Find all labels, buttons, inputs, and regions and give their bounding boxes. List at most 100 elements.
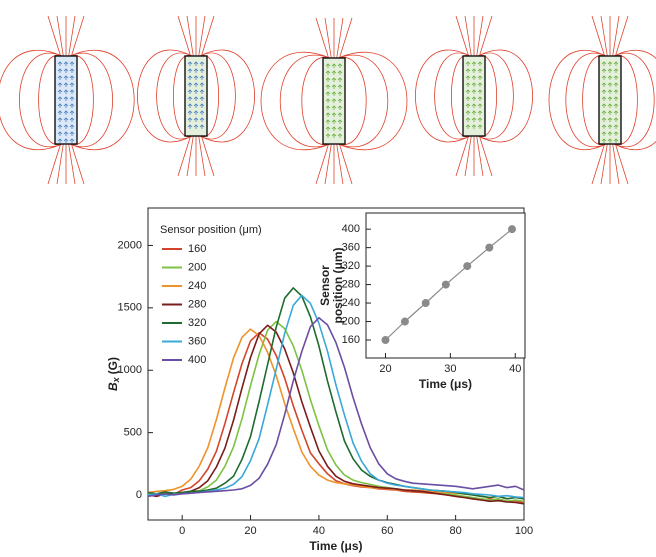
field-line	[582, 55, 607, 145]
field-line	[279, 54, 331, 148]
dipole-arrow	[613, 131, 619, 136]
dipole-arrow	[63, 68, 69, 73]
x-tick-label: 30	[444, 363, 456, 375]
dipole-arrow	[193, 124, 199, 129]
dipole-arrow	[607, 75, 613, 80]
data-point	[463, 262, 472, 271]
field-line	[600, 15, 608, 57]
dipole-arrow	[57, 117, 63, 122]
dipole-arrow	[331, 126, 337, 131]
dipole-arrow	[57, 61, 63, 66]
series-line	[148, 317, 524, 498]
dipole-arrow	[337, 133, 343, 138]
field-line	[38, 55, 63, 145]
field-line	[476, 135, 484, 177]
y-tick-label: 1000	[118, 364, 142, 376]
dipole-arrow	[199, 96, 205, 101]
dipole-arrow	[601, 68, 607, 73]
y-tick-label: 240	[342, 297, 360, 309]
field-line	[336, 143, 344, 185]
dipole-arrow	[471, 117, 477, 122]
dipole-arrow	[63, 82, 69, 87]
y-tick-label: 0	[136, 489, 142, 501]
dipole-arrow	[331, 77, 337, 82]
chart: 160 200 240 280 320 360 400 20 30 40 Time (μs) Sens…	[318, 212, 526, 391]
dipole-arrow	[199, 89, 205, 94]
dipole-arrow	[477, 82, 483, 87]
data-point	[485, 243, 494, 252]
dipole-arrow	[57, 124, 63, 129]
dipole-arrow	[601, 75, 607, 80]
dipole-arrow	[607, 124, 613, 129]
dipole-arrow	[477, 68, 483, 73]
dipole-arrow	[69, 68, 75, 73]
dipole-arrow	[613, 124, 619, 129]
series-line	[148, 320, 524, 503]
dipole-arrow	[601, 131, 607, 136]
dipole-arrow	[477, 89, 483, 94]
series-line	[148, 294, 524, 499]
dipole-arrow	[477, 75, 483, 80]
dipole-arrow	[69, 110, 75, 115]
field-line	[455, 135, 469, 177]
field-line	[339, 143, 353, 185]
dipole-arrow	[337, 126, 343, 131]
field-line	[415, 49, 471, 143]
dipole-arrow	[325, 63, 331, 68]
dipole-arrow	[337, 119, 343, 124]
y-axis-label: Bx (G)	[106, 357, 121, 391]
dipole-arrow	[325, 91, 331, 96]
dipole-arrow	[601, 61, 607, 66]
dipole-arrow	[199, 117, 205, 122]
dipole-arrow	[337, 91, 343, 96]
dipole-arrow	[199, 124, 205, 129]
dipole-arrow	[607, 89, 613, 94]
dipole-arrow	[57, 103, 63, 108]
field-line	[324, 17, 332, 59]
field-line	[201, 15, 215, 57]
dipole-arrow	[607, 131, 613, 136]
dipole-arrow	[471, 96, 477, 101]
y-axis-label: position (μm)	[331, 248, 345, 324]
dipole-arrow	[199, 61, 205, 66]
dipole-arrow	[465, 124, 471, 129]
dipole-arrow	[613, 117, 619, 122]
data-point	[421, 299, 430, 308]
dipole-arrow	[613, 61, 619, 66]
field-line	[479, 15, 493, 57]
dipole-arrow	[57, 75, 63, 80]
dipole-arrow	[199, 103, 205, 108]
dipole-arrow	[57, 68, 63, 73]
dipole-arrow	[193, 89, 199, 94]
dipole-arrow	[613, 103, 619, 108]
dipole-arrow	[331, 105, 337, 110]
dipole-arrow	[325, 119, 331, 124]
dipole-arrow	[471, 75, 477, 80]
data-point	[441, 280, 450, 289]
y-tick-label: 200	[342, 315, 360, 327]
dipole-arrow	[337, 63, 343, 68]
dipole-arrow	[187, 124, 193, 129]
y-tick-label: 320	[342, 260, 360, 272]
dipole-arrow	[187, 75, 193, 80]
dipole-arrow	[477, 61, 483, 66]
legend-label: 160	[188, 243, 206, 255]
field-line	[476, 15, 484, 57]
dipole-arrow	[63, 138, 69, 143]
dipole-arrow	[187, 61, 193, 66]
y-tick-label: 280	[342, 278, 360, 290]
legend-label: 360	[188, 335, 206, 347]
dipole-arrow	[613, 138, 619, 143]
dipole-arrow	[477, 117, 483, 122]
dipole-arrow	[187, 68, 193, 73]
field-line	[434, 52, 471, 140]
field-line	[615, 143, 629, 185]
dipole-arrow	[331, 119, 337, 124]
series-line	[148, 324, 524, 505]
magnet	[184, 55, 208, 137]
dipole-arrow	[477, 103, 483, 108]
dipole-arrow	[337, 112, 343, 117]
dipole-arrow	[613, 68, 619, 73]
x-tick-label: 100	[515, 525, 533, 537]
field-line	[69, 55, 94, 145]
